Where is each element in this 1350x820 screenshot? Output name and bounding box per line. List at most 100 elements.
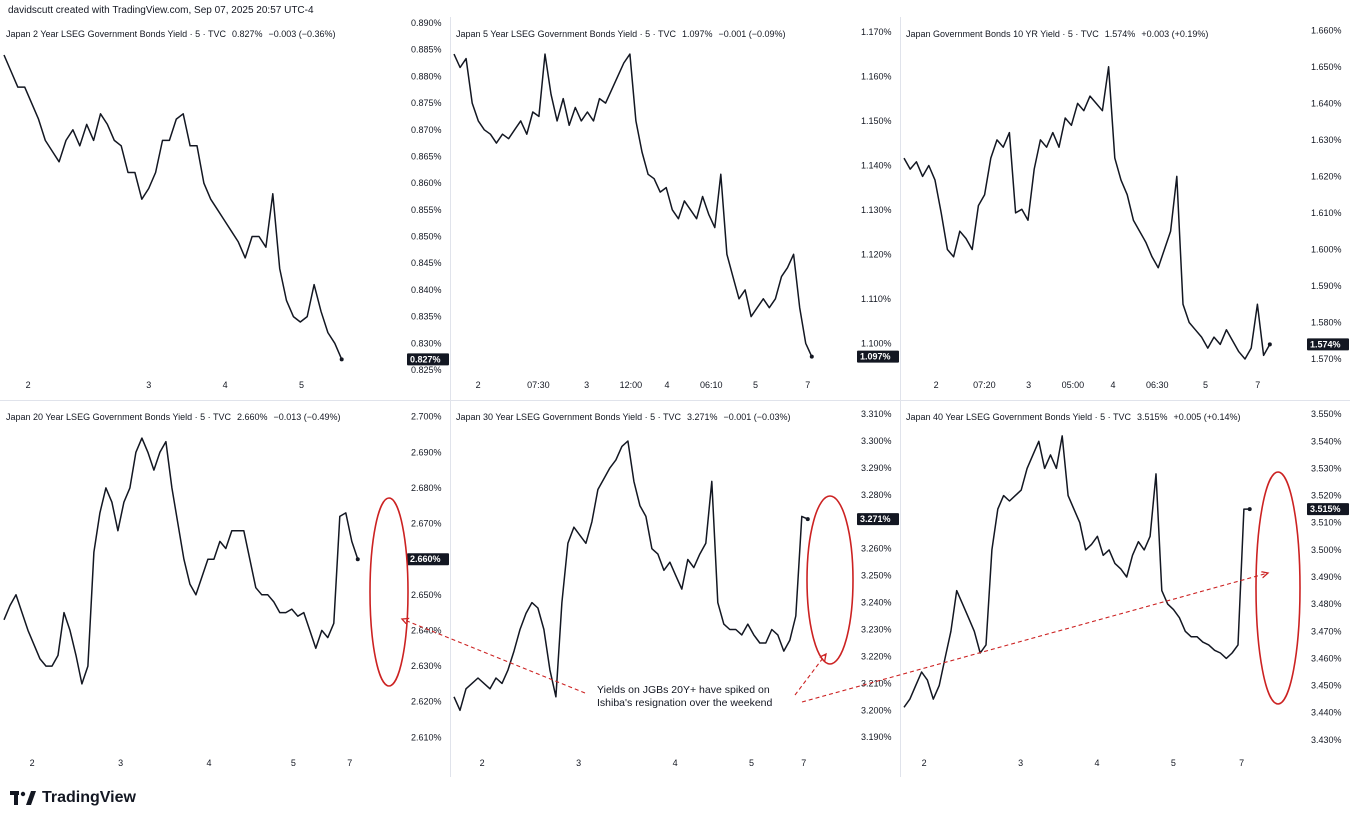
panel-title: Japan 2 Year LSEG Government Bonds Yield… <box>6 29 336 39</box>
y-tick-label: 0.825% <box>411 365 442 375</box>
y-tick-label: 1.570% <box>1311 354 1342 364</box>
y-tick-label: 0.865% <box>411 151 442 161</box>
x-tick-label: 2 <box>30 758 35 768</box>
series-line <box>903 66 1271 360</box>
x-tick-label: 2 <box>476 380 481 390</box>
y-tick-label: 1.580% <box>1311 318 1342 328</box>
y-tick-label: 0.880% <box>411 71 442 81</box>
series-line <box>453 53 813 358</box>
last-point <box>339 357 344 362</box>
last-value-label: 3.271% <box>860 514 891 524</box>
x-tick-label: 4 <box>673 758 678 768</box>
y-tick-label: 1.660% <box>1311 25 1342 35</box>
last-value-badge <box>407 353 449 366</box>
y-tick-label: 3.310% <box>861 409 892 419</box>
panel-title: Japan 30 Year LSEG Government Bonds Yiel… <box>456 412 791 422</box>
y-tick-label: 2.640% <box>411 625 442 635</box>
y-tick-label: 3.200% <box>861 705 892 715</box>
x-tick-label: 2 <box>922 758 927 768</box>
y-tick-label: 3.490% <box>1311 572 1342 582</box>
x-tick-label: 2 <box>480 758 485 768</box>
y-tick-label: 1.620% <box>1311 171 1342 181</box>
chart-panel-20y[interactable]: 2.610% 2.620% 2.630% 2.640% 2.650% 2.660% 2.67… <box>0 400 450 778</box>
y-tick-label: 3.230% <box>861 625 892 635</box>
chart-svg-20y: 2.610% 2.620% 2.630% 2.640% 2.650% 2.660% 2.67… <box>3 412 449 768</box>
x-tick-label: 4 <box>1111 380 1116 390</box>
y-tick-label: 3.300% <box>861 436 892 446</box>
x-tick-label: 3 <box>1018 758 1023 768</box>
y-tick-label: 1.600% <box>1311 244 1342 254</box>
y-tick-label: 3.260% <box>861 544 892 554</box>
y-tick-label: 2.680% <box>411 483 442 493</box>
last-value-label: 3.515% <box>1310 504 1341 514</box>
series-line <box>453 440 809 712</box>
y-tick-label: 1.120% <box>861 249 892 259</box>
panel-divider <box>0 400 1350 401</box>
last-value-label: 0.827% <box>410 354 441 364</box>
chart-panel-10y[interactable]: 1.570% 1.580% 1.590% 1.600% 1.610% 1.620% 1.63… <box>900 17 1350 400</box>
y-tick-label: 1.650% <box>1311 62 1342 72</box>
y-tick-label: 3.240% <box>861 598 892 608</box>
y-tick-label: 0.850% <box>411 232 442 242</box>
tradingview-logo-icon <box>10 791 36 805</box>
chart-svg-40y: 3.430% 3.440% 3.450% 3.460% 3.470% 3.480% 3.49… <box>903 409 1349 768</box>
y-tick-label: 3.250% <box>861 571 892 581</box>
y-tick-label: 0.830% <box>411 338 442 348</box>
x-tick-label: 2 <box>934 380 939 390</box>
x-tick-label: 4 <box>207 758 212 768</box>
chart-panel-40y[interactable]: 3.430% 3.440% 3.450% 3.460% 3.470% 3.480% 3.49… <box>900 400 1350 778</box>
x-tick-label: 05:00 <box>1062 380 1085 390</box>
last-point <box>1267 342 1272 347</box>
chart-svg-5y: 1.100% 1.110% 1.120% 1.130% 1.140% 1.150% 1.16… <box>453 27 899 390</box>
y-tick-label: 2.620% <box>411 697 442 707</box>
series-line <box>3 54 343 360</box>
panel-title: Japan Government Bonds 10 YR Yield · 5 ·… <box>906 29 1209 39</box>
chart-panel-2y[interactable]: 0.825% 0.830% 0.835% 0.840% 0.845% 0.850% 0.85… <box>0 17 450 400</box>
x-tick-label: 4 <box>223 380 228 390</box>
y-tick-label: 0.860% <box>411 178 442 188</box>
y-tick-label: 3.430% <box>1311 735 1342 745</box>
last-value-label: 1.097% <box>860 352 891 362</box>
y-tick-label: 2.670% <box>411 519 442 529</box>
x-tick-label: 07:30 <box>527 380 550 390</box>
y-tick-label: 3.210% <box>861 678 892 688</box>
last-point <box>1247 507 1252 512</box>
x-tick-label: 5 <box>749 758 754 768</box>
last-point <box>805 517 810 522</box>
y-tick-label: 2.610% <box>411 732 442 742</box>
y-tick-label: 3.500% <box>1311 545 1342 555</box>
y-tick-label: 0.870% <box>411 125 442 135</box>
panel-title: Japan 20 Year LSEG Government Bonds Yiel… <box>6 412 341 422</box>
x-tick-label: 07:20 <box>973 380 996 390</box>
y-tick-label: 1.590% <box>1311 281 1342 291</box>
y-tick-label: 0.845% <box>411 258 442 268</box>
last-value-label: 1.574% <box>1310 339 1341 349</box>
tradingview-brand[interactable]: TradingView <box>10 788 136 808</box>
y-tick-label: 1.170% <box>861 27 892 37</box>
x-tick-label: 5 <box>753 380 758 390</box>
last-point <box>809 354 814 359</box>
y-tick-label: 1.130% <box>861 205 892 215</box>
y-tick-label: 3.280% <box>861 490 892 500</box>
x-tick-label: 06:10 <box>700 380 723 390</box>
x-tick-label: 06:30 <box>1146 380 1169 390</box>
y-tick-label: 1.160% <box>861 71 892 81</box>
x-tick-label: 7 <box>801 758 806 768</box>
y-tick-label: 0.855% <box>411 205 442 215</box>
last-value-badge <box>1307 503 1349 516</box>
y-tick-label: 3.460% <box>1311 653 1342 663</box>
y-tick-label: 0.875% <box>411 98 442 108</box>
panel-divider <box>900 17 901 777</box>
last-value-badge <box>857 513 899 526</box>
chart-panel-30y[interactable]: 3.190% 3.200% 3.210% 3.220% 3.230% 3.240% 3.25… <box>450 400 900 778</box>
x-tick-label: 3 <box>1026 380 1031 390</box>
x-tick-label: 4 <box>1094 758 1099 768</box>
x-tick-label: 7 <box>1255 380 1260 390</box>
y-tick-label: 3.540% <box>1311 436 1342 446</box>
y-tick-label: 1.640% <box>1311 98 1342 108</box>
y-tick-label: 3.550% <box>1311 409 1342 419</box>
series-line <box>903 435 1250 708</box>
chart-svg-2y: 0.825% 0.830% 0.835% 0.840% 0.845% 0.850% 0.85… <box>3 18 449 390</box>
y-tick-label: 3.220% <box>861 651 892 661</box>
chart-panel-5y[interactable]: 1.100% 1.110% 1.120% 1.130% 1.140% 1.150% 1.16… <box>450 17 900 400</box>
